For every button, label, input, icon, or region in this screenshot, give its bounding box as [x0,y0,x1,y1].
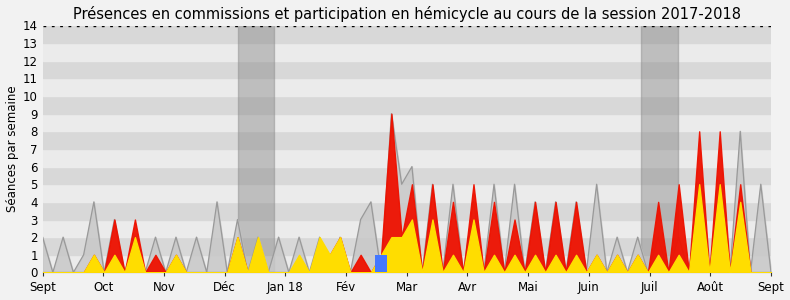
Bar [238,26,274,272]
Bar [43,149,771,166]
Bar [43,255,771,272]
Bar [375,255,387,272]
Bar [43,220,771,237]
Bar [43,202,771,220]
Title: Présences en commissions et participation en hémicycle au cours de la session 20: Présences en commissions et participatio… [73,6,741,22]
Bar [43,114,771,131]
Bar [43,61,771,78]
Bar [43,167,771,184]
Bar [43,26,771,43]
Bar [641,26,678,272]
Bar [43,237,771,255]
Bar [43,43,771,61]
Bar [43,78,771,96]
Bar [43,96,771,114]
Y-axis label: Séances par semaine: Séances par semaine [6,85,18,212]
Bar [43,184,771,202]
Bar [43,131,771,149]
